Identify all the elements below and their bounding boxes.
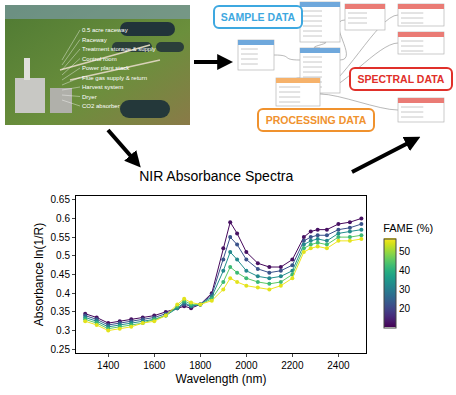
svg-text:CO2 absorber: CO2 absorber: [82, 103, 120, 109]
svg-text:0.35: 0.35: [51, 306, 71, 317]
svg-text:2400: 2400: [327, 360, 350, 371]
svg-text:PROCESSING DATA: PROCESSING DATA: [266, 114, 367, 126]
svg-text:0.65: 0.65: [51, 194, 71, 205]
svg-text:Control room: Control room: [82, 56, 117, 62]
svg-text:0.5: 0.5: [56, 250, 70, 261]
svg-text:0.45: 0.45: [51, 269, 71, 280]
svg-text:30: 30: [399, 284, 411, 295]
svg-text:0.5 acre raceway: 0.5 acre raceway: [82, 27, 128, 33]
svg-text:1800: 1800: [189, 360, 212, 371]
svg-text:0.55: 0.55: [51, 232, 71, 243]
svg-text:FAME (%): FAME (%): [383, 222, 433, 234]
svg-text:Raceway: Raceway: [82, 37, 107, 43]
svg-text:Treatment storage & supply: Treatment storage & supply: [82, 46, 155, 52]
svg-text:0.6: 0.6: [56, 213, 70, 224]
svg-text:0.4: 0.4: [56, 288, 70, 299]
svg-text:Wavelength (nm): Wavelength (nm): [176, 372, 267, 386]
svg-text:SPECTRAL DATA: SPECTRAL DATA: [358, 73, 445, 85]
svg-text:Absorbance ln(1/R): Absorbance ln(1/R): [32, 223, 46, 326]
svg-text:Flue gas supply & return: Flue gas supply & return: [82, 75, 147, 81]
svg-text:Dryer: Dryer: [82, 94, 97, 100]
svg-text:0.3: 0.3: [56, 325, 70, 336]
svg-text:Harvest system: Harvest system: [82, 84, 123, 90]
svg-text:20: 20: [399, 303, 411, 314]
svg-text:40: 40: [399, 265, 411, 276]
svg-text:1600: 1600: [143, 360, 166, 371]
svg-text:1400: 1400: [97, 360, 120, 371]
svg-text:2200: 2200: [281, 360, 304, 371]
svg-text:0.25: 0.25: [51, 344, 71, 355]
svg-text:NIR Absorbance Spectra: NIR Absorbance Spectra: [139, 168, 293, 184]
svg-text:SAMPLE DATA: SAMPLE DATA: [221, 11, 296, 23]
svg-text:50: 50: [399, 246, 411, 257]
svg-text:Power plant stack: Power plant stack: [82, 65, 130, 71]
svg-text:2000: 2000: [235, 360, 258, 371]
